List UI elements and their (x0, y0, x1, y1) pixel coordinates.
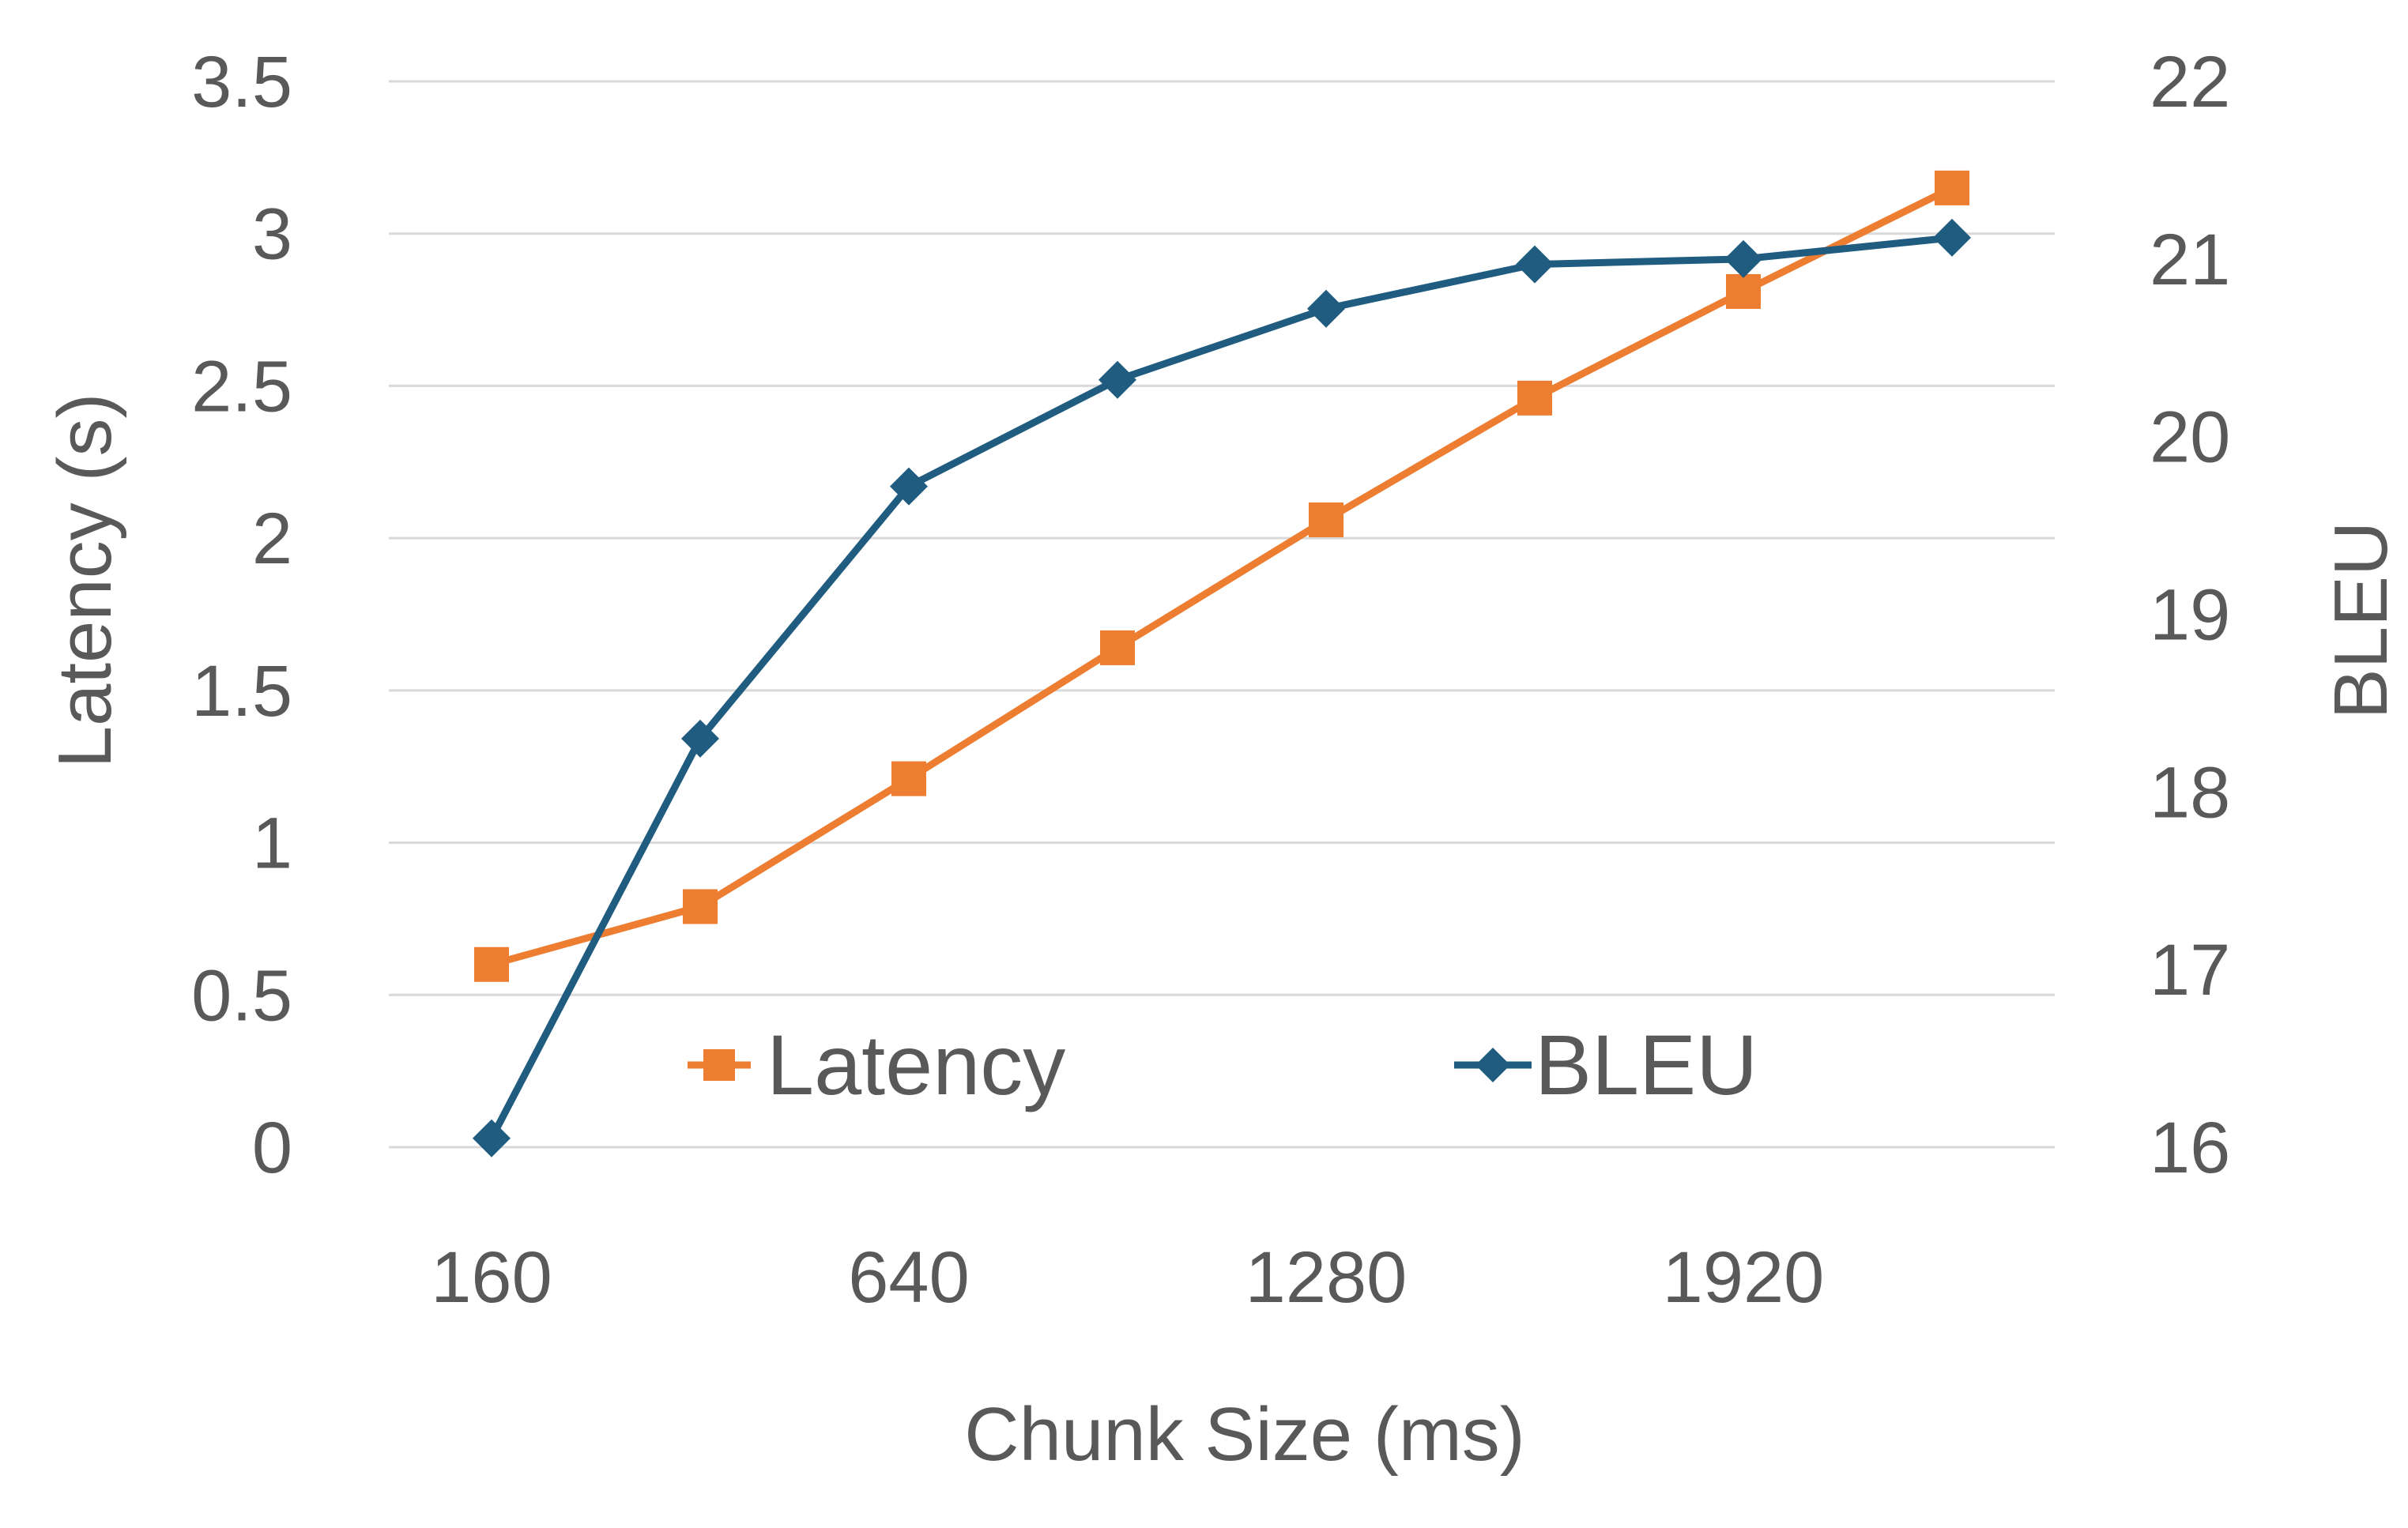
y-axis-right-title: BLEU (2319, 521, 2403, 720)
legend-label-latency: Latency (767, 1017, 1065, 1112)
x-axis-ticks: 160 640 1280 1920 (431, 1237, 1824, 1318)
y2-tick-label: 18 (2150, 752, 2230, 833)
y-tick-label: 2.5 (191, 346, 292, 427)
x-tick-label: 640 (848, 1237, 970, 1318)
series-latency (474, 170, 1969, 982)
y2-tick-label: 19 (2150, 575, 2230, 656)
data-point-latency (891, 761, 926, 796)
y-tick-label: 3.5 (191, 42, 292, 122)
y2-tick-label: 20 (2150, 397, 2230, 478)
data-point-latency (1100, 630, 1135, 665)
data-point-bleu (1307, 289, 1345, 328)
y2-tick-label: 21 (2150, 220, 2230, 300)
data-point-bleu (1933, 218, 1971, 257)
data-point-bleu (1724, 239, 1762, 278)
series-line-latency (490, 184, 1954, 969)
y-tick-label: 1 (252, 804, 292, 884)
data-point-latency (1935, 170, 1969, 205)
x-axis-title: Chunk Size (ms) (964, 1392, 1525, 1477)
y2-tick-label: 17 (2150, 930, 2230, 1011)
data-point-latency (474, 947, 509, 982)
series-bleu (473, 218, 1971, 1157)
legend-item-latency: Latency (688, 1017, 1065, 1112)
data-point-latency (1309, 502, 1343, 538)
y-tick-label: 3 (252, 194, 292, 275)
x-tick-label: 1280 (1245, 1237, 1407, 1318)
y-tick-label: 0.5 (191, 955, 292, 1036)
data-point-bleu (1516, 245, 1554, 284)
data-point-bleu (681, 719, 719, 758)
series-line-bleu (488, 234, 1953, 1140)
data-point-bleu (890, 467, 928, 506)
y-axis-left-title: Latency (s) (43, 393, 127, 769)
data-point-latency (1517, 380, 1552, 416)
y-tick-label: 0 (252, 1108, 292, 1188)
legend-label-bleu: BLEU (1535, 1017, 1758, 1112)
legend-diamond-marker (1475, 1048, 1510, 1082)
y2-tick-label: 22 (2150, 42, 2230, 122)
x-tick-label: 1920 (1663, 1237, 1825, 1318)
legend-item-bleu: BLEU (1454, 1017, 1758, 1112)
y2-tick-label: 16 (2150, 1108, 2230, 1188)
y-axis-left-ticks: 0 0.5 1 1.5 2 2.5 3 3.5 (191, 42, 292, 1188)
x-tick-label: 160 (431, 1237, 552, 1318)
legend-square-marker (703, 1049, 735, 1081)
data-point-bleu (1098, 360, 1136, 399)
y-axis-right-ticks: 16 17 18 19 20 21 22 (2150, 42, 2230, 1188)
gridlines (389, 80, 2055, 1149)
series-layer (473, 170, 1971, 1157)
y-tick-label: 2 (252, 499, 292, 579)
data-point-bleu (473, 1119, 511, 1157)
y-tick-label: 1.5 (191, 651, 292, 732)
data-point-latency (1726, 273, 1761, 309)
legend: Latency BLEU (688, 1017, 1758, 1112)
data-point-latency (683, 889, 718, 924)
